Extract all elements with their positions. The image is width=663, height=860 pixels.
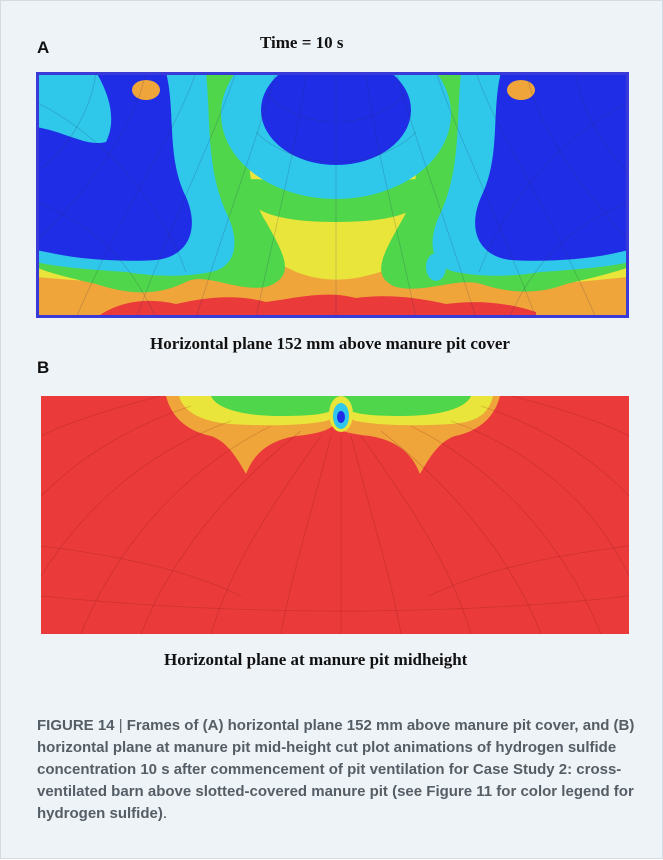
panel-b-letter: B [37,358,50,377]
figure-caption: FIGURE 14 | Frames of (A) horizontal pla… [37,715,637,825]
panel-b-contour-plot [41,396,629,634]
caption-separator: | [114,717,127,734]
panel-a-letter: A [37,38,50,57]
caption-end: . [162,805,168,822]
panel-a-plane-label: Horizontal plane 152 mm above manure pit… [150,334,510,353]
panel-a-time-title: Time = 10 s [260,33,344,52]
panel-a-contour-plot [36,72,629,318]
caption-figure-label: FIGURE 14 [37,717,115,734]
panel-b-plane-label: Horizontal plane at manure pit midheight [164,650,468,669]
caption-text: Frames of (A) horizontal plane 152 mm ab… [37,717,635,822]
